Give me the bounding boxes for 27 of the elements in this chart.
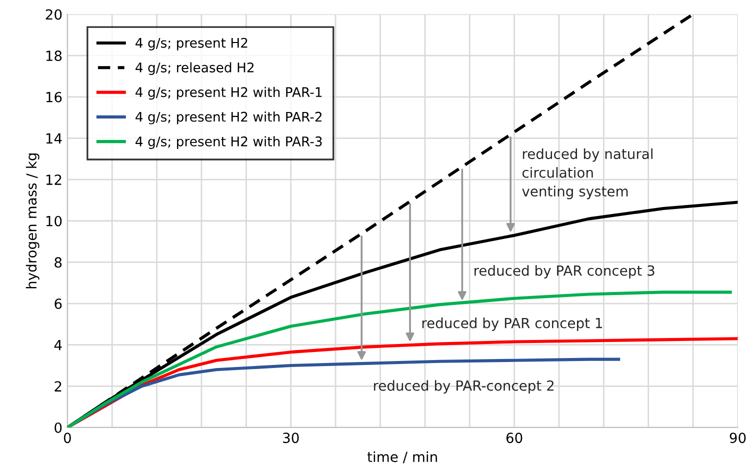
y-tick-label: 8 — [54, 257, 62, 268]
y-tick-label: 4 — [54, 340, 62, 350]
legend-label: 4 g/s; present H2 with PAR-1 — [136, 86, 322, 100]
x-axis-title: time / min — [367, 451, 437, 464]
y-tick-label: 14 — [46, 133, 62, 144]
legend-label: 4 g/s; present H2 with PAR-3 — [136, 136, 322, 149]
y-tick-label: 18 — [46, 50, 62, 62]
legend-label: 4 g/s; present H2 — [136, 38, 248, 50]
line-series — [67, 290, 732, 428]
y-tick-label: 16 — [46, 92, 62, 102]
x-tick-label: 60 — [506, 432, 522, 444]
y-tick-label: 10 — [46, 216, 62, 226]
y-tick-label: 0 — [54, 422, 62, 433]
y-tick-label: 12 — [46, 174, 62, 185]
annotation: reduced by PAR concept 1 — [422, 318, 602, 331]
x-tick-label: 90 — [730, 432, 746, 444]
y-tick-label: 2 — [54, 381, 62, 392]
annotation: reduced by PAR concept 3 — [474, 265, 654, 279]
y-tick-label: 6 — [54, 298, 62, 309]
annotation: reduced by natural circulation venting system — [522, 148, 652, 200]
legend-label: 4 g/s; present H2 with PAR-2 — [136, 112, 322, 124]
y-tick-label: 20 — [46, 9, 62, 20]
x-tick-label: 30 — [283, 432, 299, 444]
annotation: reduced by PAR-concept 2 — [374, 380, 554, 394]
y-axis-title: hydrogen mass / kg — [26, 154, 40, 288]
legend-label: 4 g/s; released H2 — [136, 62, 254, 76]
x-tick-label: 0 — [64, 432, 71, 444]
